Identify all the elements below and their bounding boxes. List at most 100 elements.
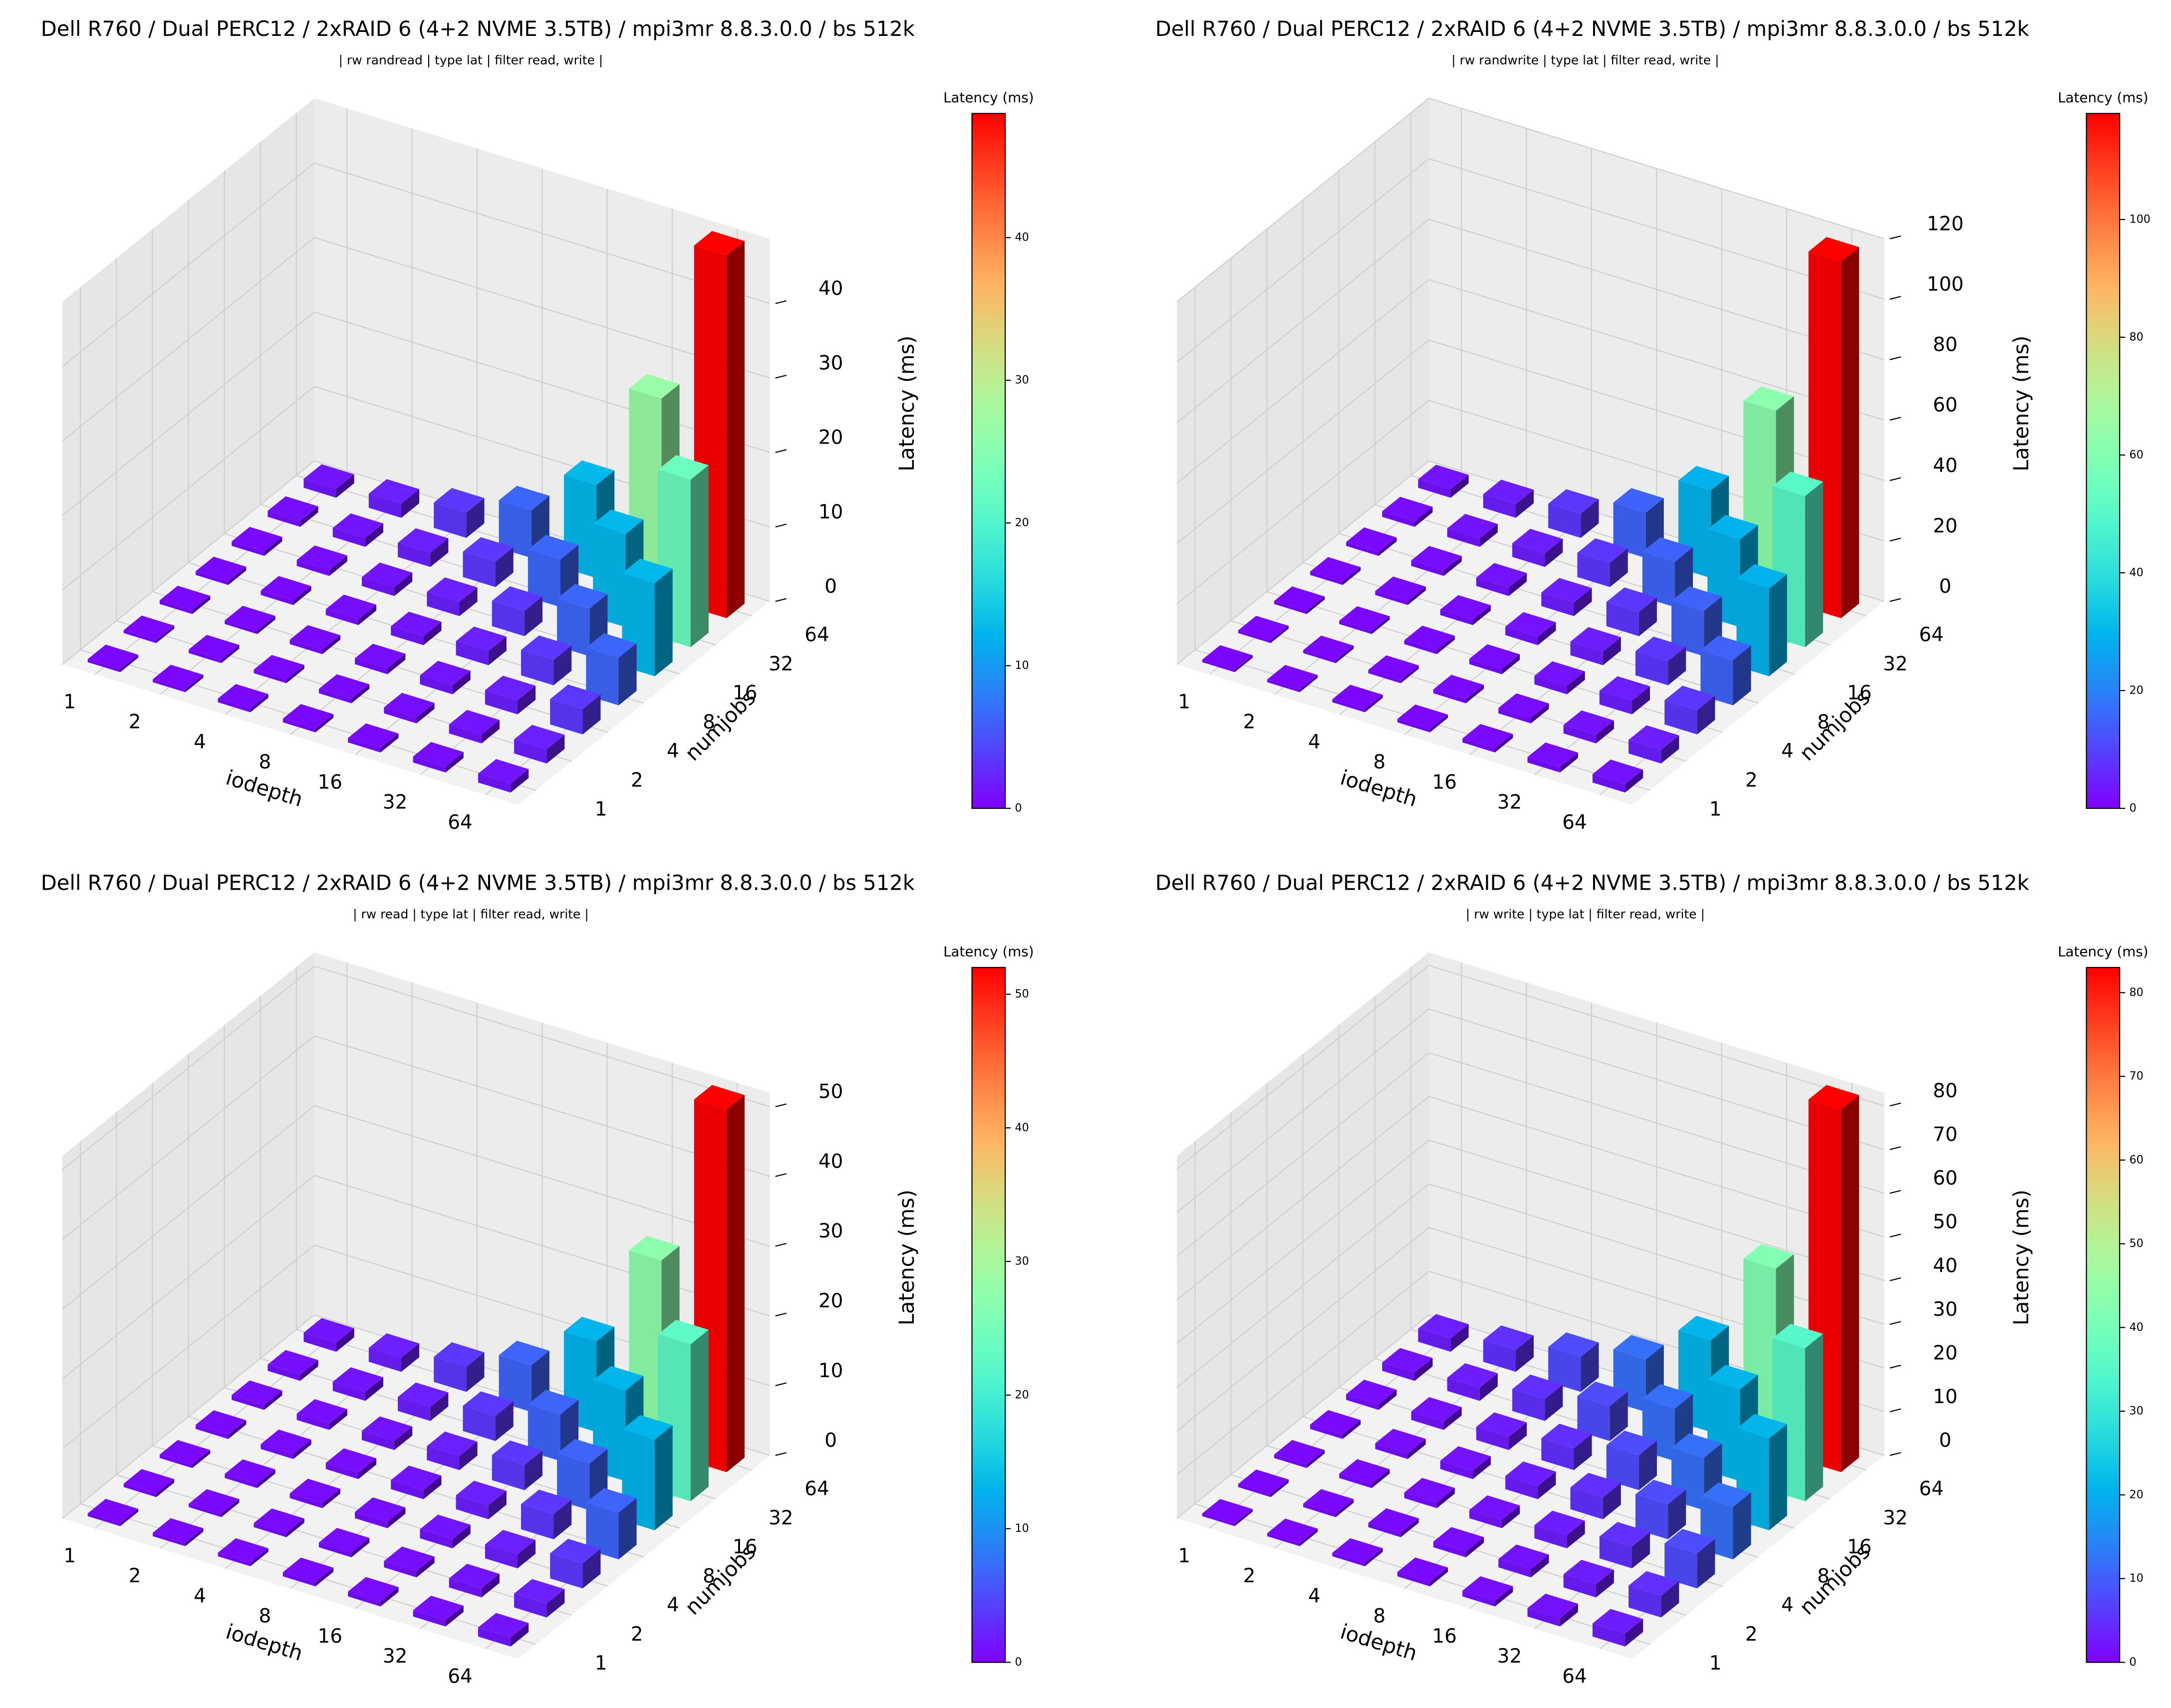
bar-front xyxy=(189,649,222,664)
bar-side xyxy=(511,769,529,793)
bar-front xyxy=(225,620,258,634)
z-tick xyxy=(1890,1233,1901,1238)
bar xyxy=(318,1527,370,1557)
bar xyxy=(1447,1363,1498,1401)
x-tick-label: 64 xyxy=(448,1665,472,1688)
bar-side xyxy=(1479,523,1498,547)
bar xyxy=(1512,1374,1563,1421)
bar-front xyxy=(384,1561,417,1578)
bar-side xyxy=(481,1574,500,1598)
bar xyxy=(303,1318,354,1352)
bar-top xyxy=(261,1430,311,1455)
z-tick-label: 30 xyxy=(1933,1298,1957,1321)
bar-front xyxy=(1346,1394,1379,1410)
bar-top xyxy=(282,1557,334,1582)
colorbar xyxy=(2086,113,2121,809)
z-tick xyxy=(775,300,787,304)
bar xyxy=(1418,465,1469,498)
bar-top xyxy=(368,1333,420,1358)
grid-line xyxy=(62,1175,315,1380)
y-tick-label: 4 xyxy=(667,1594,679,1617)
bar-front xyxy=(1433,689,1466,704)
colorbar-tick-label: 10 xyxy=(2130,1572,2144,1585)
bar-top xyxy=(514,1579,565,1604)
bar-front xyxy=(218,698,251,713)
bar-top xyxy=(1462,1576,1513,1601)
bar xyxy=(478,1613,529,1647)
bar-top xyxy=(384,693,435,718)
y-tick-label: 1 xyxy=(595,1652,607,1675)
bar-front xyxy=(1548,1347,1581,1392)
bar xyxy=(189,1489,240,1517)
bar-top xyxy=(1678,466,1729,490)
bar-top xyxy=(1411,1397,1462,1422)
bar-side xyxy=(1436,636,1455,655)
bar-top xyxy=(189,1489,240,1514)
bar-top xyxy=(318,1527,370,1553)
bar-top xyxy=(1570,627,1621,652)
bar-front xyxy=(196,1425,229,1439)
bar xyxy=(282,704,334,732)
bar xyxy=(1483,480,1534,518)
bar xyxy=(355,1497,406,1528)
bar-front xyxy=(391,1480,424,1499)
bar-top xyxy=(1671,586,1722,611)
bar-front xyxy=(232,541,265,556)
bar xyxy=(1303,635,1354,664)
bar-top xyxy=(1592,759,1643,784)
bar-side xyxy=(452,1524,471,1548)
bar-side xyxy=(518,686,536,715)
bar-top xyxy=(1202,645,1253,670)
bar-side xyxy=(1271,1479,1289,1497)
bar xyxy=(1433,675,1484,704)
bar xyxy=(296,1399,347,1430)
bar-side xyxy=(300,506,318,527)
bar-front xyxy=(268,510,300,527)
bar-top xyxy=(593,509,644,534)
bar-top xyxy=(332,513,383,538)
bar xyxy=(1570,1472,1621,1519)
bar-front xyxy=(1418,1328,1451,1352)
bar-top xyxy=(1678,1315,1729,1341)
z-tick-label: 60 xyxy=(1933,394,1957,417)
bar-top xyxy=(499,1340,549,1366)
colorbar-label: Latency (ms) xyxy=(2058,943,2148,960)
bar-top xyxy=(1628,725,1679,750)
bar-side xyxy=(690,1330,709,1501)
bar-top xyxy=(694,1085,745,1110)
bar xyxy=(1635,636,1686,686)
bar-side xyxy=(336,1328,354,1352)
bar-front xyxy=(1534,676,1567,695)
bar-top xyxy=(427,577,478,602)
bar xyxy=(1577,538,1628,587)
z-tick xyxy=(775,1452,787,1456)
bar-side xyxy=(1625,1619,1643,1647)
bar-top xyxy=(303,464,354,489)
grid-line xyxy=(1428,219,1885,360)
bar xyxy=(1635,1479,1686,1539)
y-tick-label: 64 xyxy=(1919,1478,1943,1500)
bar xyxy=(1534,1510,1585,1548)
bar-front xyxy=(1483,1340,1516,1372)
bar-top xyxy=(622,558,673,583)
bar-front xyxy=(463,551,496,587)
bar-top xyxy=(434,1342,485,1367)
z-tick xyxy=(1890,1190,1901,1194)
bar-side xyxy=(511,1623,529,1647)
bar-front xyxy=(1599,691,1632,715)
bar-front xyxy=(303,479,336,498)
chart-title: Dell R760 / Dual PERC12 / 2xRAID 6 (4+2 … xyxy=(1155,871,2029,895)
bar-front xyxy=(1411,1412,1444,1430)
bar-front xyxy=(478,773,511,793)
bar-top xyxy=(593,1366,644,1391)
bar-front xyxy=(1447,528,1480,547)
bar-top xyxy=(1505,1461,1556,1486)
y-tick-label: 16 xyxy=(1847,682,1872,705)
bar-top xyxy=(1671,1433,1722,1458)
bar-top xyxy=(1303,1489,1354,1514)
bar-side xyxy=(1560,752,1578,773)
bar xyxy=(485,676,536,715)
bar-front xyxy=(485,1544,518,1569)
bar xyxy=(434,1342,485,1392)
bar-side xyxy=(228,1420,247,1439)
